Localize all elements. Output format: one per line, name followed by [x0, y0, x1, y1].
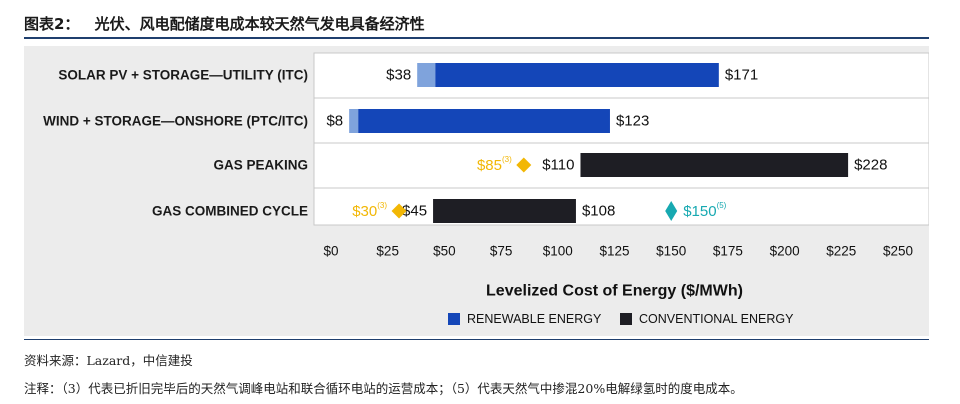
low-label-1: $38	[386, 67, 411, 84]
x-tick-label-4: $75	[490, 244, 513, 259]
x-tick-label-2: $25	[376, 244, 399, 259]
marker-4-2	[665, 201, 678, 221]
x-tick-label-5: $100	[543, 244, 573, 259]
high-label-4: $108	[582, 203, 615, 220]
x-tick-label-8: $175	[713, 244, 743, 259]
marker-label-3-1: $85(3)	[477, 155, 512, 174]
x-axis-label: Levelized Cost of Energy ($/MWh)	[486, 283, 743, 300]
x-tick-label-6: $125	[599, 244, 629, 259]
marker-3-1	[516, 157, 532, 173]
x-tick-label-9: $200	[770, 244, 800, 259]
bar-4	[433, 199, 576, 223]
figure-header: 图表2： 光伏、风电配储度电成本较天然气发电具备经济性	[24, 9, 929, 39]
legend-swatch-1	[448, 313, 460, 325]
lcoe-chart: SOLAR PV + STORAGE—UTILITY (ITC) $38 $171 W…	[43, 52, 929, 326]
figure-title: 光伏、风电配储度电成本较天然气发电具备经济性	[94, 15, 425, 33]
low-label-4: $45	[402, 203, 427, 220]
footer-divider	[24, 339, 929, 340]
marker-label-4-2: $150(5)	[683, 201, 726, 220]
high-label-3: $228	[854, 157, 887, 174]
x-tick-label-1: $0	[323, 244, 338, 259]
high-label-1: $171	[725, 67, 758, 84]
bar-1	[435, 63, 719, 87]
marker-label-4-1: $30(3)	[352, 201, 387, 220]
category-label-4: GAS COMBINED CYCLE	[152, 204, 308, 219]
category-label-1: SOLAR PV + STORAGE—UTILITY (ITC)	[58, 68, 308, 83]
footnote: 注释：（3）代表已折旧完毕后的天然气调峰电站和联合循环电站的运营成本；（5）代表…	[24, 381, 743, 396]
legend-label-2: CONVENTIONAL ENERGY	[639, 312, 794, 326]
bar-light-2	[349, 109, 359, 133]
bar-light-1	[417, 63, 436, 87]
low-label-2: $8	[326, 113, 343, 130]
category-label-3: GAS PEAKING	[213, 158, 308, 173]
legend-label-1: RENEWABLE ENERGY	[467, 312, 602, 326]
marker-4-1	[391, 203, 407, 219]
x-tick-label-3: $50	[433, 244, 456, 259]
x-tick-label-7: $150	[656, 244, 686, 259]
figure-label: 图表2：	[24, 15, 80, 33]
bar-2	[358, 109, 610, 133]
chart-panel: SOLAR PV + STORAGE—UTILITY (ITC) $38 $171 W…	[24, 46, 929, 336]
category-label-2: WIND + STORAGE—ONSHORE (PTC/ITC)	[43, 114, 308, 129]
bar-3	[580, 153, 849, 177]
x-tick-label-11: $250	[883, 244, 913, 259]
x-tick-label-10: $225	[826, 244, 856, 259]
source-note: 资料来源：Lazard，中信建投	[24, 353, 193, 368]
low-label-3: $110	[542, 157, 574, 174]
legend-swatch-2	[620, 313, 632, 325]
high-label-2: $123	[616, 113, 649, 130]
